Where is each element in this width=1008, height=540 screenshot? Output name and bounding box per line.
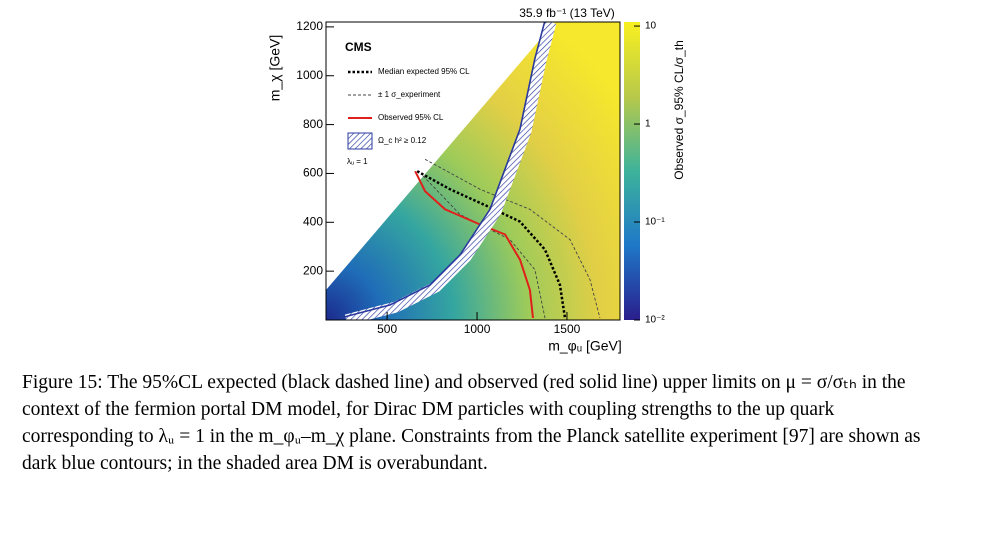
colorbar [624,22,640,320]
y-tick-label: 1000 [296,68,323,82]
contour-line [339,22,546,319]
legend-label: Observed 95% CL [378,113,444,122]
legend-label: Median expected 95% CL [378,67,470,76]
x-tick-label: 1000 [464,322,491,336]
plot-frame [325,21,621,321]
experiment-label: CMS [345,40,372,54]
x-axis-label: m_φᵤ [GeV] [548,338,622,354]
colorbar-tick-label: 10⁻¹ [645,217,665,228]
x-tick-label: 500 [377,322,397,336]
colorbar-tick-label: 10⁻² [645,315,665,326]
annotation: λᵤ = 1 [347,157,368,166]
contour-line [414,170,534,319]
legend-swatch [347,132,373,150]
colorbar-tick-label: 10 [645,21,657,32]
y-tick-label: 200 [303,263,323,277]
chart-title: 35.9 fb⁻¹ (13 TeV) [519,6,615,20]
y-tick-label: 400 [303,214,323,228]
overabundance-band [344,22,557,320]
x-tick-label: 1500 [554,322,581,336]
colorbar-label: Observed σ_95% CL/σ_th [672,40,686,180]
caption: Figure 15: The 95%CL expected (black das… [22,372,921,474]
figure: 35.9 fb⁻¹ (13 TeV) CMS m_φᵤ [GeV] m_χ [G… [267,6,686,354]
heatmap [326,22,620,320]
y-tick-label: 1200 [296,19,323,33]
y-tick-label: 800 [303,117,323,131]
legend-label: Ω_c h² ≥ 0.12 [378,136,427,145]
y-axis-label: m_χ [GeV] [267,35,283,101]
legend-label: ± 1 σ_experiment [378,90,441,99]
contour-line [416,170,567,319]
contour-line [422,158,601,319]
colorbar-tick-label: 1 [645,119,651,130]
y-tick-label: 600 [303,166,323,180]
